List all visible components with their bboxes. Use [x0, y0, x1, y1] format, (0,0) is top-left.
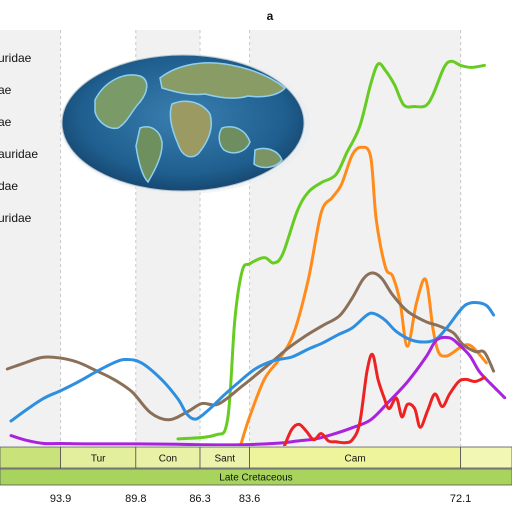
- legend-entry-0: uridae: [0, 51, 32, 65]
- landmass-australia: [253, 147, 283, 169]
- landmass-north-america: [94, 74, 148, 130]
- stage-label-4: Cam: [345, 454, 366, 465]
- landmass-africa: [169, 100, 212, 158]
- series-layer: [5, 59, 507, 446]
- age-tick-label-2: 86.3: [189, 493, 210, 505]
- landmass-south-america: [135, 126, 163, 184]
- epoch-label: Late Cretaceous: [219, 473, 292, 484]
- legend-entry-3: auridae: [0, 147, 38, 161]
- series-line-0: [176, 59, 486, 441]
- geologic-timescale: Tur Con Sant Cam Late Cretaceous: [0, 446, 512, 486]
- legend: uridae ae ae auridae dae uridae: [0, 51, 38, 225]
- paleogeographic-globe-map: [60, 54, 310, 194]
- stage-label-3: Sant: [215, 454, 236, 465]
- landmass-india-antarctica: [218, 126, 251, 154]
- legend-entry-4: dae: [0, 179, 18, 193]
- chart-title: a: [267, 9, 274, 23]
- landmass-eurasia: [159, 62, 287, 99]
- age-tick-label-4: 72.1: [450, 493, 471, 505]
- age-tick-label-0: 93.9: [50, 493, 71, 505]
- epoch-box: [0, 468, 512, 486]
- legend-entry-1: ae: [0, 83, 12, 97]
- age-tick-label-1: 89.8: [125, 493, 146, 505]
- stage-box-0: [0, 446, 61, 469]
- legend-entry-2: ae: [0, 115, 12, 129]
- age-tick-label-3: 83.6: [239, 493, 260, 505]
- stage-box-5: [460, 446, 512, 469]
- series-line-1: [238, 145, 488, 446]
- age-tick-labels: 93.9 89.8 86.3 83.6 72.1: [50, 493, 471, 505]
- series-line-4: [9, 335, 507, 446]
- stage-shade-0: [0, 30, 61, 446]
- stage-label-1: Tur: [91, 454, 106, 465]
- series-line-5: [282, 352, 486, 446]
- stage-label-2: Con: [159, 454, 177, 465]
- legend-entry-5: uridae: [0, 211, 32, 225]
